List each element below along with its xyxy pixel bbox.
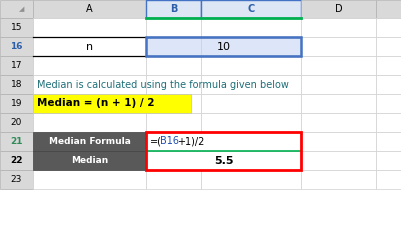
Text: B: B xyxy=(169,4,177,14)
Bar xyxy=(300,132,375,151)
Bar xyxy=(146,18,200,37)
Bar xyxy=(146,75,200,94)
Bar xyxy=(200,18,300,37)
Bar xyxy=(0,18,33,37)
Bar xyxy=(200,151,300,170)
Bar xyxy=(375,0,401,18)
Text: B16: B16 xyxy=(160,137,178,146)
Bar xyxy=(375,170,401,189)
Bar xyxy=(146,132,300,151)
Text: 10: 10 xyxy=(216,42,230,51)
Bar xyxy=(33,37,146,56)
Bar xyxy=(33,132,146,151)
Bar xyxy=(200,94,300,113)
Bar xyxy=(33,132,146,151)
Bar xyxy=(375,18,401,37)
Bar xyxy=(33,113,146,132)
Bar xyxy=(146,113,200,132)
Bar xyxy=(33,94,146,113)
Text: C: C xyxy=(247,4,254,14)
Bar xyxy=(146,132,300,170)
Text: A: A xyxy=(86,4,93,14)
Bar xyxy=(146,151,300,170)
Bar xyxy=(146,170,200,189)
Text: Median Formula: Median Formula xyxy=(49,137,130,146)
Bar xyxy=(146,132,200,151)
Bar xyxy=(33,75,146,94)
Bar xyxy=(33,94,190,113)
Bar xyxy=(146,37,300,56)
Bar xyxy=(0,75,33,94)
Bar xyxy=(300,18,375,37)
Bar xyxy=(33,56,146,75)
Text: ◢: ◢ xyxy=(19,6,24,12)
Bar xyxy=(300,37,375,56)
Bar xyxy=(300,56,375,75)
Text: 15: 15 xyxy=(11,23,22,32)
Text: D: D xyxy=(334,4,342,14)
Bar xyxy=(375,94,401,113)
Bar xyxy=(300,0,375,18)
Bar xyxy=(375,56,401,75)
Bar xyxy=(146,151,200,170)
Bar xyxy=(0,56,33,75)
Bar xyxy=(200,75,300,94)
Bar xyxy=(300,170,375,189)
Text: Median is calculated using the formula given below: Median is calculated using the formula g… xyxy=(37,79,288,90)
Text: 20: 20 xyxy=(11,118,22,127)
Bar xyxy=(146,0,200,18)
Bar xyxy=(33,151,146,170)
Bar xyxy=(375,113,401,132)
Bar xyxy=(375,37,401,56)
Bar xyxy=(0,151,33,170)
Bar xyxy=(300,94,375,113)
Text: Median: Median xyxy=(71,156,108,165)
Bar xyxy=(200,132,300,151)
Text: 18: 18 xyxy=(11,80,22,89)
Text: +1)/2: +1)/2 xyxy=(176,137,204,146)
Bar xyxy=(146,94,200,113)
Bar xyxy=(375,132,401,151)
Bar xyxy=(0,94,33,113)
Text: n: n xyxy=(86,42,93,51)
Bar xyxy=(0,37,33,56)
Bar xyxy=(0,170,33,189)
Bar xyxy=(33,0,146,18)
Text: 5.5: 5.5 xyxy=(213,156,233,165)
Bar xyxy=(146,37,200,56)
Text: Median = (n + 1) / 2: Median = (n + 1) / 2 xyxy=(37,98,154,109)
Text: 21: 21 xyxy=(10,137,23,146)
Bar xyxy=(0,132,33,151)
Bar xyxy=(300,151,375,170)
Bar xyxy=(200,37,300,56)
Bar xyxy=(200,0,300,18)
Text: 17: 17 xyxy=(11,61,22,70)
Bar xyxy=(33,170,146,189)
Text: 16: 16 xyxy=(10,42,23,51)
Text: 23: 23 xyxy=(11,175,22,184)
Bar xyxy=(0,0,33,18)
Bar xyxy=(33,151,146,170)
Bar xyxy=(375,151,401,170)
Text: 22: 22 xyxy=(10,156,23,165)
Bar xyxy=(300,113,375,132)
Bar xyxy=(200,56,300,75)
Text: =(: =( xyxy=(150,137,162,146)
Bar xyxy=(375,75,401,94)
Text: 19: 19 xyxy=(11,99,22,108)
Bar xyxy=(200,113,300,132)
Bar xyxy=(146,56,200,75)
Bar xyxy=(33,18,146,37)
Bar xyxy=(300,75,375,94)
Bar xyxy=(0,113,33,132)
Bar xyxy=(200,170,300,189)
